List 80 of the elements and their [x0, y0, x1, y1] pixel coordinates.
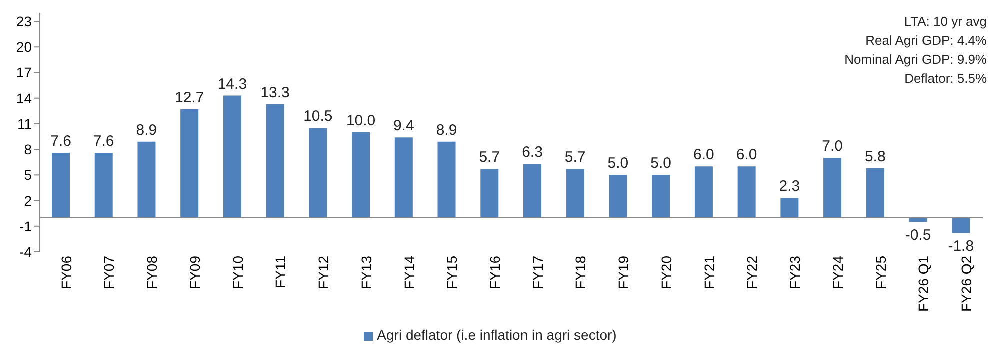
- x-tick-label: FY18: [572, 256, 589, 290]
- x-tick-label: FY09: [186, 256, 203, 290]
- text: 6.3: [522, 144, 543, 162]
- x-tick-label: FY26 Q2: [958, 256, 975, 312]
- y-tick-label: 5: [24, 167, 32, 184]
- annotation: Real Agri GDP: 4.4%: [864, 32, 987, 50]
- x-tick-label: FY19: [616, 256, 632, 290]
- x-tick-label: FY14: [401, 256, 418, 290]
- text: 5.0: [608, 155, 629, 172]
- annotation: Nominal Agri GDP: 9.9%: [844, 51, 987, 69]
- text: -0.5: [905, 227, 932, 244]
- text: 10.5: [304, 108, 333, 126]
- bar: [780, 198, 799, 218]
- x-tick-label: FY22: [744, 256, 760, 290]
- x-tick-label: FY26 Q1: [916, 256, 932, 312]
- y-tick-label: 2: [24, 192, 32, 209]
- x-tick-label: FY07: [101, 256, 118, 290]
- x-tick-label: FY17: [530, 256, 546, 290]
- y-tick-label: 14: [16, 90, 32, 106]
- y-tick-label: 23: [16, 14, 32, 30]
- x-tick-label: FY16: [487, 256, 504, 290]
- text: 12.7: [174, 89, 204, 106]
- text: 7.6: [50, 132, 72, 150]
- bar: [394, 138, 413, 218]
- x-tick-label: FY24: [830, 256, 846, 290]
- legend-label: Agri deflator (i.e inflation in agri sector): [377, 327, 617, 343]
- bar: [480, 169, 499, 218]
- bar: [694, 166, 713, 218]
- bar: [824, 158, 842, 218]
- y-tick-label: 11: [17, 116, 32, 132]
- text: 8.9: [436, 122, 458, 139]
- bar: [609, 175, 628, 218]
- bar: [266, 104, 284, 218]
- bar: [52, 152, 70, 218]
- bar: [180, 109, 199, 218]
- x-tick-label: FY21: [701, 256, 718, 290]
- annotation: Deflator: 5.5%: [904, 70, 987, 88]
- x-tick-label: FY08: [144, 256, 160, 290]
- x-tick-label: FY25: [872, 256, 889, 290]
- bar: [309, 128, 328, 218]
- text: 5.0: [650, 155, 672, 172]
- text: 6.0: [694, 146, 714, 164]
- bar: [352, 132, 370, 218]
- x-tick-label: FY15: [444, 256, 460, 290]
- text: 13.3: [260, 84, 290, 102]
- x-tick-label: FY23: [787, 256, 804, 290]
- text: 14.3: [218, 76, 248, 93]
- x-tick-label: FY06: [58, 256, 74, 290]
- text: -1.8: [948, 238, 974, 256]
- bar: [738, 166, 756, 218]
- y-tick-label: 17: [16, 64, 32, 81]
- x-tick-label: FY11: [272, 256, 289, 288]
- y-tick-label: 20: [16, 39, 32, 56]
- text: 5.7: [564, 149, 586, 166]
- x-tick-label: FY13: [358, 256, 374, 290]
- y-tick-label: 8: [24, 142, 32, 158]
- bar: [223, 96, 242, 218]
- bar: [138, 142, 156, 218]
- text: 6.0: [736, 146, 758, 164]
- bar: [94, 152, 113, 218]
- text: 2.3: [779, 178, 800, 196]
- bar: [866, 168, 884, 218]
- bar: [652, 175, 670, 218]
- text: 10.0: [346, 112, 376, 130]
- bar: [566, 169, 584, 218]
- bar: [524, 164, 542, 218]
- bar: [438, 142, 456, 218]
- annotation: LTA: 10 yr avg: [903, 13, 987, 31]
- text: 7.0: [822, 138, 843, 156]
- x-tick-label: FY12: [316, 256, 332, 290]
- y-tick-label: -1: [20, 218, 32, 234]
- bar: [952, 218, 970, 234]
- x-tick-label: FY20: [658, 256, 674, 290]
- text: 8.9: [136, 122, 158, 139]
- x-tick-label: FY10: [230, 256, 246, 290]
- y-tick-label: -4: [20, 244, 32, 260]
- text: 7.6: [93, 132, 114, 150]
- text: 5.7: [479, 149, 500, 166]
- text: 5.8: [864, 148, 886, 166]
- text: 9.4: [393, 118, 414, 135]
